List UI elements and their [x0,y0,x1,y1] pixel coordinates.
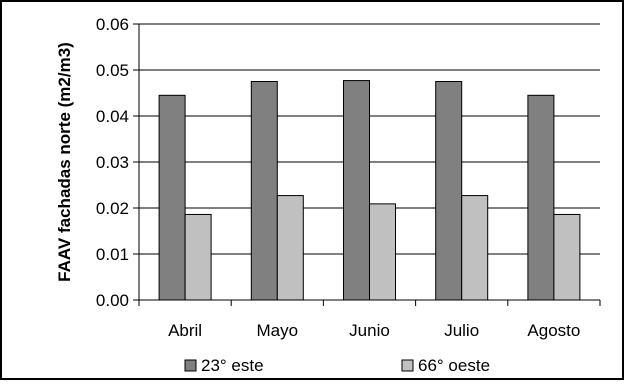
legend-label: 66° oeste [418,356,490,375]
bar-series1-abril [158,94,186,301]
y-tick-label: 0.01 [96,245,129,264]
bar-series2-agosto [553,213,581,301]
x-tick-label: Junio [349,321,390,340]
x-tick-label: Abril [168,321,202,340]
bar-series2-abril [184,213,212,301]
y-tick-label: 0.03 [96,153,129,172]
bars [158,80,581,301]
axes [133,23,601,306]
x-tick-labels: Abril Mayo Junio Julio Agosto [168,321,580,340]
bar-series1-julio [435,81,463,301]
bar-series2-mayo [276,195,304,301]
x-tick-label: Mayo [257,321,299,340]
x-tick-label: Agosto [527,321,580,340]
legend-swatch [184,359,197,372]
y-tick-label: 0.06 [96,15,129,34]
bar-series1-agosto [527,94,555,301]
legend-swatch [401,359,414,372]
bar-series2-julio [461,195,489,301]
legend: 23° este 66° oeste [184,356,490,375]
legend-label: 23° este [201,356,264,375]
y-tick-label: 0.05 [96,61,129,80]
y-tick-labels: 0.00 0.01 0.02 0.03 0.04 0.05 0.06 [96,15,129,310]
y-tick-label: 0.02 [96,199,129,218]
x-tick-label: Julio [444,321,479,340]
bar-series1-junio [343,80,370,301]
y-axis-label: FAAV fachadas norte (m2/m3) [55,42,74,282]
y-tick-label: 0.04 [96,107,129,126]
y-tick-label: 0.00 [96,291,129,310]
bar-series1-mayo [250,81,278,301]
bar-series2-junio [369,203,396,301]
